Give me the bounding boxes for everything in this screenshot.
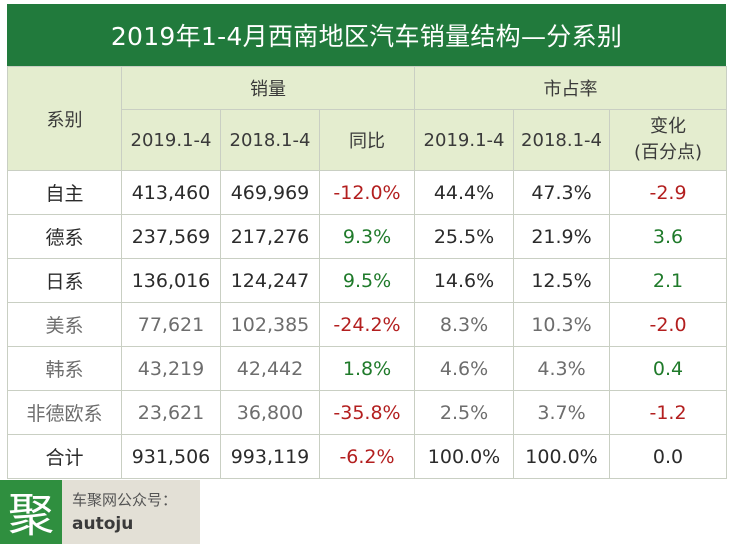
share-2018: 4.3% bbox=[513, 346, 611, 391]
sales-table: 系别 销量 市占率 2019.1-4 2018.1-4 同比 2019.1-4 … bbox=[7, 66, 728, 479]
header-share: 市占率 bbox=[414, 66, 728, 110]
source-logo: 聚 车聚网公众号： autoju bbox=[0, 480, 200, 544]
header-sales-2019: 2019.1-4 bbox=[121, 109, 221, 171]
share-2019: 2.5% bbox=[414, 390, 515, 435]
table-title: 2019年1-4月西南地区汽车销量结构—分系别 bbox=[7, 4, 726, 66]
table-row-total: 合计 931,506 993,119 -6.2% 100.0% 100.0% 0… bbox=[7, 434, 728, 479]
table-row: 美系 77,621 102,385 -24.2% 8.3% 10.3% -2.0 bbox=[7, 302, 728, 347]
sales-2018: 124,247 bbox=[220, 258, 320, 303]
series-name: 自主 bbox=[7, 170, 122, 215]
yoy-value: -35.8% bbox=[318, 390, 416, 435]
sales-2019: 77,621 bbox=[121, 302, 221, 347]
share-2018: 21.9% bbox=[513, 214, 611, 259]
share-change: -2.9 bbox=[609, 170, 728, 215]
sales-2019: 23,621 bbox=[121, 390, 221, 435]
sales-2018: 993,119 bbox=[220, 434, 320, 479]
sales-2019: 931,506 bbox=[121, 434, 221, 479]
yoy-value: 9.5% bbox=[318, 258, 416, 303]
table-row: 自主 413,460 469,969 -12.0% 44.4% 47.3% -2… bbox=[7, 170, 728, 215]
share-change: 2.1 bbox=[609, 258, 728, 303]
logo-account-label: 车聚网公众号： bbox=[72, 491, 178, 509]
share-change: 0.4 bbox=[609, 346, 728, 391]
share-change: -1.2 bbox=[609, 390, 728, 435]
sales-2018: 469,969 bbox=[220, 170, 320, 215]
header-change-line1: 变化 bbox=[650, 116, 687, 137]
header-sales-2018: 2018.1-4 bbox=[220, 109, 320, 171]
share-change: 0.0 bbox=[609, 434, 728, 479]
sales-2018: 102,385 bbox=[220, 302, 320, 347]
sales-structure-table-panel: 2019年1-4月西南地区汽车销量结构—分系别 系别 销量 市占率 2019.1… bbox=[7, 4, 728, 479]
logo-mark: 聚 bbox=[0, 480, 62, 544]
header-share-2018: 2018.1-4 bbox=[513, 109, 611, 171]
series-name: 合计 bbox=[7, 434, 122, 479]
logo-text: 车聚网公众号： autoju bbox=[62, 488, 177, 536]
yoy-value: -6.2% bbox=[318, 434, 416, 479]
table-row: 德系 237,569 217,276 9.3% 25.5% 21.9% 3.6 bbox=[7, 214, 728, 259]
sales-2019: 136,016 bbox=[121, 258, 221, 303]
header-yoy: 同比 bbox=[318, 109, 416, 171]
share-2018: 3.7% bbox=[513, 390, 611, 435]
share-2018: 100.0% bbox=[513, 434, 611, 479]
share-change: 3.6 bbox=[609, 214, 728, 259]
yoy-value: -12.0% bbox=[318, 170, 416, 215]
sales-2019: 43,219 bbox=[121, 346, 221, 391]
header-change: 变化 (百分点) bbox=[609, 109, 728, 171]
sales-2019: 237,569 bbox=[121, 214, 221, 259]
sales-2018: 36,800 bbox=[220, 390, 320, 435]
yoy-value: 9.3% bbox=[318, 214, 416, 259]
series-name: 非德欧系 bbox=[7, 390, 122, 435]
header-series: 系别 bbox=[7, 66, 122, 171]
table-row: 日系 136,016 124,247 9.5% 14.6% 12.5% 2.1 bbox=[7, 258, 728, 303]
sales-2018: 42,442 bbox=[220, 346, 320, 391]
share-2019: 25.5% bbox=[414, 214, 515, 259]
share-2019: 8.3% bbox=[414, 302, 515, 347]
sales-2019: 413,460 bbox=[121, 170, 221, 215]
series-name: 美系 bbox=[7, 302, 122, 347]
share-2018: 47.3% bbox=[513, 170, 611, 215]
table-row: 非德欧系 23,621 36,800 -35.8% 2.5% 3.7% -1.2 bbox=[7, 390, 728, 435]
header-change-line2: (百分点) bbox=[634, 142, 703, 163]
header-share-2019: 2019.1-4 bbox=[414, 109, 515, 171]
header-sales: 销量 bbox=[120, 66, 416, 110]
series-name: 韩系 bbox=[7, 346, 122, 391]
series-name: 德系 bbox=[7, 214, 122, 259]
share-2019: 44.4% bbox=[414, 170, 515, 215]
share-2019: 4.6% bbox=[414, 346, 515, 391]
yoy-value: 1.8% bbox=[318, 346, 416, 391]
sales-2018: 217,276 bbox=[220, 214, 320, 259]
share-change: -2.0 bbox=[609, 302, 728, 347]
share-2019: 100.0% bbox=[414, 434, 515, 479]
yoy-value: -24.2% bbox=[318, 302, 416, 347]
table-row: 韩系 43,219 42,442 1.8% 4.6% 4.3% 0.4 bbox=[7, 346, 728, 391]
logo-account-id: autoju bbox=[72, 514, 134, 534]
share-2018: 12.5% bbox=[513, 258, 611, 303]
share-2019: 14.6% bbox=[414, 258, 515, 303]
share-2018: 10.3% bbox=[513, 302, 611, 347]
series-name: 日系 bbox=[7, 258, 122, 303]
